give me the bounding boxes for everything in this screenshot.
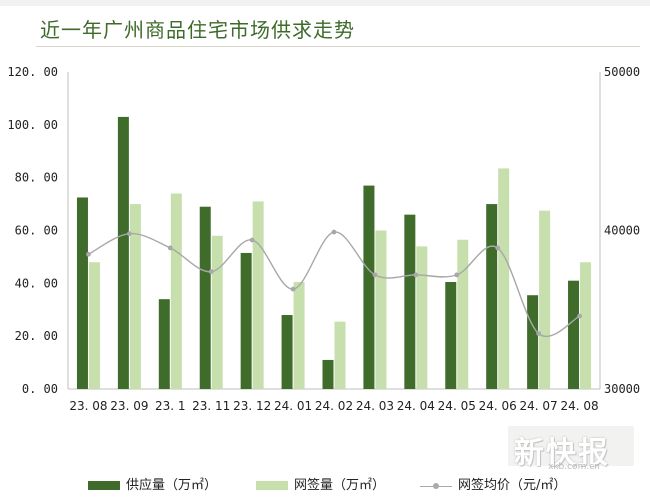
left-tick-label: 80. 00 bbox=[15, 171, 58, 185]
x-tick-label: 23. 12 bbox=[233, 399, 271, 413]
x-tick-label: 23. 11 bbox=[192, 399, 230, 413]
watermark-text: 新快报 bbox=[514, 436, 610, 471]
signed-bar bbox=[170, 193, 182, 389]
signed-bar bbox=[129, 204, 141, 389]
supply-bar bbox=[76, 197, 88, 389]
signed-bar bbox=[88, 262, 100, 389]
supply-bar bbox=[404, 214, 416, 389]
price-point bbox=[577, 313, 582, 319]
left-tick-label: 0. 00 bbox=[22, 382, 58, 396]
left-tick-label: 100. 00 bbox=[7, 118, 58, 132]
right-tick-label: 50000 bbox=[604, 65, 640, 79]
signed-bar bbox=[252, 201, 264, 389]
x-tick-label: 24. 02 bbox=[315, 399, 353, 413]
legend-supply-label: 供应量（万㎡） bbox=[126, 478, 218, 493]
supply-bar bbox=[486, 204, 498, 389]
price-point bbox=[249, 237, 255, 243]
legend-signed-swatch bbox=[256, 481, 288, 490]
left-tick-label: 60. 00 bbox=[15, 224, 58, 238]
signed-bar bbox=[211, 235, 223, 389]
x-tick-label: 24. 07 bbox=[520, 399, 558, 413]
left-tick-label: 40. 00 bbox=[15, 276, 58, 290]
price-point bbox=[208, 269, 214, 275]
signed-bar bbox=[334, 321, 346, 389]
supply-bar bbox=[158, 299, 170, 389]
price-point bbox=[290, 286, 296, 292]
x-tick-label: 23. 09 bbox=[110, 399, 148, 413]
supply-bar bbox=[322, 359, 334, 389]
x-tick-label: 24. 04 bbox=[397, 399, 435, 413]
price-point bbox=[454, 272, 460, 278]
signed-bar bbox=[580, 262, 592, 389]
left-tick-label: 20. 00 bbox=[15, 329, 58, 343]
supply-bar bbox=[240, 252, 252, 389]
legend-signed-label: 网签量（万㎡） bbox=[294, 478, 386, 493]
signed-bar bbox=[498, 168, 510, 389]
signed-bar bbox=[539, 210, 551, 389]
right-tick-label: 40000 bbox=[604, 224, 640, 238]
watermark-background bbox=[508, 426, 634, 466]
x-tick-label: 24. 01 bbox=[274, 399, 312, 413]
price-point bbox=[86, 251, 91, 257]
supply-bar bbox=[199, 206, 211, 389]
left-tick-label: 120. 00 bbox=[7, 65, 58, 79]
chart-area: 0. 00 20. 00 40. 00 60. 00 80. 00 100. 00 120.… bbox=[7, 65, 640, 413]
signed-bar bbox=[293, 282, 305, 389]
price-point bbox=[126, 231, 132, 237]
legend-price: 网签均价（元/㎡） bbox=[420, 474, 566, 493]
supply-bar bbox=[117, 116, 129, 390]
legend: 供应量（万㎡） 网签量（万㎡） 网签均价（元/㎡） bbox=[0, 469, 650, 499]
legend-price-label: 网签均价（元/㎡） bbox=[458, 478, 567, 493]
price-point bbox=[495, 245, 501, 251]
watermark-logo: 新快报 xkb.com.cn bbox=[508, 424, 640, 472]
legend-price-line-icon bbox=[420, 481, 452, 491]
x-tick-label: 24. 03 bbox=[356, 399, 394, 413]
supply-bar bbox=[568, 280, 580, 389]
x-tick-label: 23. 08 bbox=[69, 399, 107, 413]
watermark-url: xkb.com.cn bbox=[548, 462, 600, 472]
top-bar bbox=[0, 0, 650, 6]
signed-bar bbox=[457, 239, 469, 389]
signed-bar bbox=[416, 246, 428, 389]
supply-bar bbox=[363, 185, 375, 389]
title-divider bbox=[36, 46, 640, 47]
signed-bar bbox=[375, 230, 387, 389]
legend-supply: 供应量（万㎡） bbox=[88, 474, 217, 493]
supply-bar bbox=[527, 295, 539, 389]
x-tick-label: 24. 08 bbox=[560, 399, 598, 413]
legend-supply-swatch bbox=[88, 481, 120, 490]
legend-signed: 网签量（万㎡） bbox=[256, 474, 385, 493]
price-point bbox=[167, 245, 173, 251]
supply-bar bbox=[445, 282, 457, 389]
price-point bbox=[413, 272, 419, 278]
x-tick-label: 24. 05 bbox=[438, 399, 476, 413]
x-tick-label: 24. 06 bbox=[479, 399, 517, 413]
x-tick-label: 23. 1 bbox=[155, 399, 186, 413]
chart-title: 近一年广州商品住宅市场供求走势 bbox=[40, 18, 355, 42]
price-point bbox=[331, 229, 337, 235]
price-point bbox=[536, 331, 542, 336]
supply-bar bbox=[281, 315, 293, 389]
price-point bbox=[372, 272, 378, 278]
right-tick-label: 30000 bbox=[604, 382, 640, 396]
